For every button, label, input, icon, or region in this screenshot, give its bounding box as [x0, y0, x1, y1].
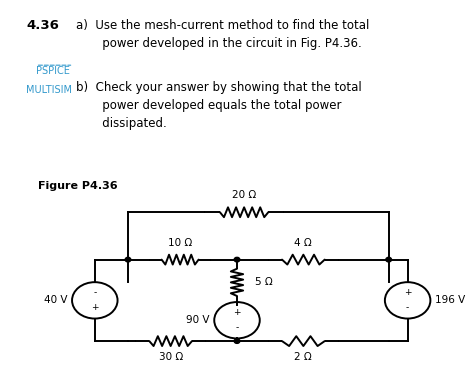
Text: +: +	[404, 288, 411, 297]
Text: MULTISIM: MULTISIM	[26, 85, 72, 95]
Text: a)  Use the mesh-current method to find the total
       power developed in the : a) Use the mesh-current method to find t…	[76, 19, 369, 50]
Text: 90 V: 90 V	[186, 315, 210, 325]
Circle shape	[234, 339, 240, 343]
Text: +: +	[91, 304, 99, 313]
Text: -: -	[406, 304, 409, 313]
Text: b)  Check your answer by showing that the total
       power developed equals th: b) Check your answer by showing that the…	[76, 81, 362, 130]
Circle shape	[125, 257, 131, 262]
Text: 40 V: 40 V	[44, 295, 67, 305]
Circle shape	[234, 257, 240, 262]
Text: 196 V: 196 V	[435, 295, 465, 305]
Text: 10 Ω: 10 Ω	[168, 238, 192, 248]
Text: PSPICE: PSPICE	[36, 66, 69, 76]
Text: 4.36: 4.36	[26, 19, 59, 32]
Text: 4 Ω: 4 Ω	[294, 238, 312, 248]
Circle shape	[386, 257, 392, 262]
Text: 20 Ω: 20 Ω	[232, 190, 256, 200]
Text: Figure P4.36: Figure P4.36	[38, 182, 118, 191]
Text: -: -	[93, 288, 96, 297]
Text: -: -	[236, 323, 238, 332]
Text: +: +	[233, 308, 241, 317]
Text: 5 Ω: 5 Ω	[255, 277, 273, 287]
Text: 30 Ω: 30 Ω	[158, 352, 183, 362]
Text: 2 Ω: 2 Ω	[294, 352, 312, 362]
